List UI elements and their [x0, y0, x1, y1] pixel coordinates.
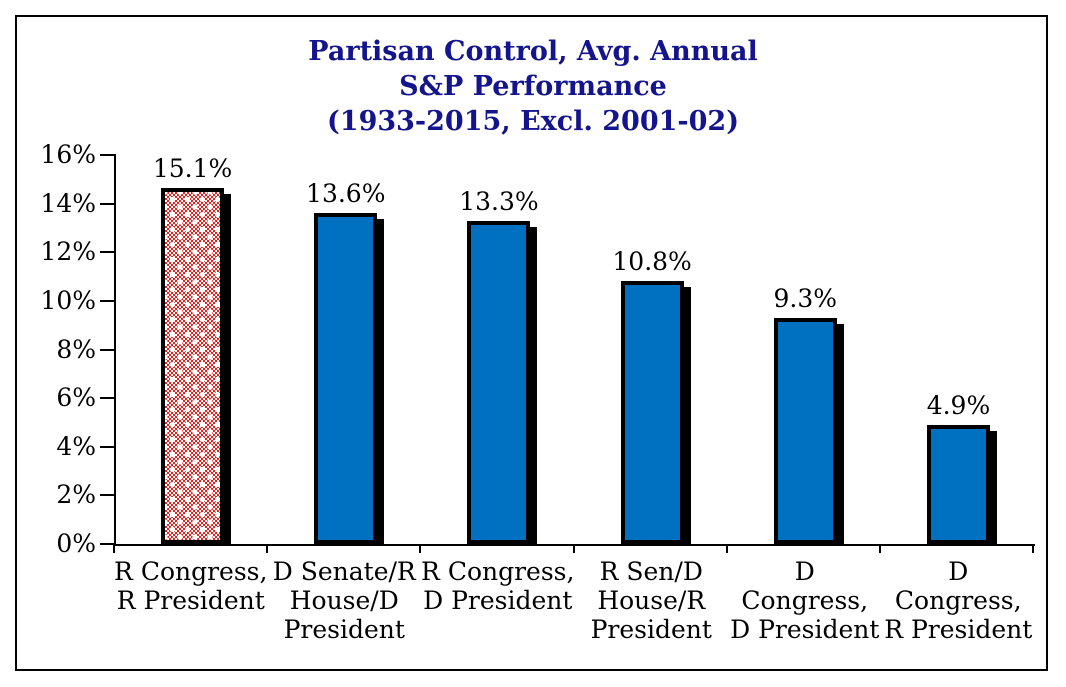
x-axis-tick — [725, 544, 728, 553]
x-axis-category-label: R Congress, R President — [114, 557, 268, 644]
bar-slot: 9.3% — [729, 155, 882, 544]
bar-data-label: 9.3% — [773, 284, 838, 313]
x-axis-tick — [419, 544, 422, 553]
x-axis-category-label-line: D Congress, — [741, 557, 869, 615]
bar-slot: 13.6% — [269, 155, 422, 544]
x-axis-category-label-line: D President — [730, 615, 880, 644]
bar-data-label: 15.1% — [152, 154, 233, 183]
y-axis-tick-label: 10% — [40, 285, 96, 315]
bar — [620, 281, 691, 544]
bar-slot: 13.3% — [422, 155, 575, 544]
x-axis-category-label: R Sen/D House/R President — [575, 557, 729, 644]
bar — [773, 318, 844, 544]
y-axis-tick-label: 0% — [56, 529, 96, 558]
y-axis-tick-label: 12% — [40, 237, 96, 267]
plot-area: 15.1% 13.6% 13.3% 10.8% 9.3% 4.9% — [114, 155, 1035, 546]
bar — [467, 221, 538, 544]
bar-slot: 15.1% — [116, 155, 269, 544]
x-axis-category-label-line: D Congress, — [894, 557, 1022, 615]
x-axis-category-label-line: R Congress, — [114, 557, 268, 586]
x-axis-category-label-line: D President — [423, 586, 573, 615]
x-axis-category-label: D Congress, R President — [882, 557, 1036, 644]
x-axis-category-labels: R Congress, R President D Senate/R House/D P… — [114, 557, 1035, 644]
y-axis-tick — [100, 445, 116, 448]
x-axis-category-label-line: President — [590, 615, 712, 644]
bar-data-label: 4.9% — [926, 391, 991, 420]
bar — [314, 213, 385, 544]
y-axis-tick-label: 4% — [56, 431, 96, 461]
bar-data-label: 10.8% — [612, 247, 692, 276]
y-axis-tick-label: 6% — [56, 383, 96, 413]
x-axis-category-label-line: R President — [116, 586, 265, 615]
y-axis-tick — [100, 154, 116, 156]
y-axis-tick — [100, 251, 116, 254]
x-axis-category-label-line: R President — [884, 615, 1033, 644]
bar-series: 15.1% 13.6% 13.3% 10.8% 9.3% 4.9% — [116, 155, 1035, 544]
x-axis-category-label: D Senate/R House/D President — [268, 557, 422, 644]
chart-title-line-3: (1933-2015, Excl. 2001-02) — [327, 106, 739, 137]
chart-title-line-2: S&P Performance — [399, 71, 667, 102]
chart-title-line-1: Partisan Control, Avg. Annual — [308, 36, 758, 67]
y-axis-tick — [100, 494, 116, 497]
x-axis-tick — [572, 544, 575, 553]
y-axis-tick — [100, 543, 116, 545]
bar-data-label: 13.6% — [306, 179, 386, 208]
x-axis-category-label-line: R Congress, — [421, 557, 575, 586]
bar-slot: 4.9% — [882, 155, 1035, 544]
x-axis-tick — [878, 544, 881, 553]
bar-highlighted — [161, 188, 232, 544]
x-axis-category-label-line: House/R — [597, 586, 706, 615]
x-axis-category-label-line: House/D — [289, 586, 399, 615]
x-axis-category-label-line: R Sen/D — [599, 557, 703, 586]
x-axis-tick — [1032, 544, 1034, 553]
x-axis-category-label: D Congress, D President — [728, 557, 882, 644]
y-axis-tick-label: 16% — [40, 140, 96, 169]
x-axis-tick — [113, 544, 115, 553]
bar-slot: 10.8% — [576, 155, 729, 544]
x-axis-category-label: R Congress, D President — [421, 557, 575, 644]
y-axis-tick-label: 14% — [40, 188, 96, 218]
bar-data-label: 13.3% — [459, 187, 539, 216]
y-axis-tick — [100, 397, 116, 400]
y-axis-tick — [100, 202, 116, 205]
x-axis-category-label-line: D Senate/R — [272, 557, 416, 586]
bar — [926, 425, 997, 544]
chart-title: Partisan Control, Avg. Annual S&P Perfor… — [0, 34, 1066, 139]
x-axis-tick — [266, 544, 269, 553]
x-axis-category-label-line: President — [283, 615, 405, 644]
y-axis-tick-label: 2% — [56, 480, 96, 510]
y-axis-tick — [100, 348, 116, 351]
y-axis-tick-label: 8% — [56, 334, 96, 364]
y-axis-tick — [100, 299, 116, 302]
